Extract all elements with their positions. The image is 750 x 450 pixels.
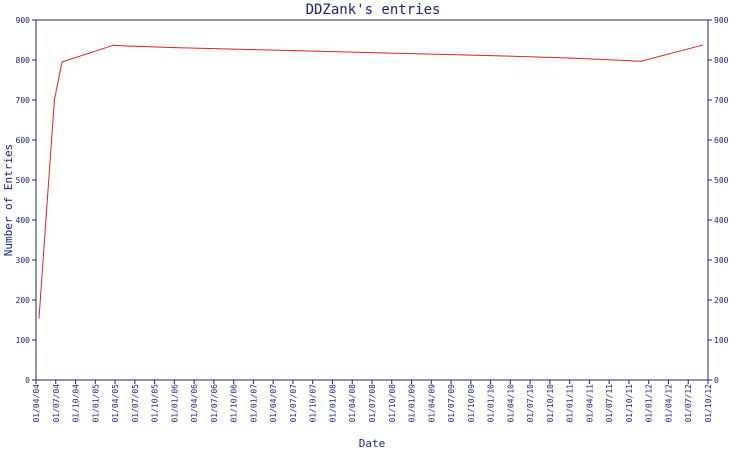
x-tick-label: 01/10/09 bbox=[467, 384, 476, 423]
x-tick-label: 01/07/12 bbox=[684, 384, 693, 423]
x-tick-label: 01/07/05 bbox=[131, 384, 140, 423]
data-point bbox=[331, 51, 334, 53]
y-tick-label-right: 200 bbox=[714, 296, 729, 305]
x-tick-label: 01/10/05 bbox=[151, 384, 160, 423]
x-tick-label: 01/10/08 bbox=[388, 384, 397, 423]
y-tick-label-right: 700 bbox=[714, 96, 729, 105]
plot-frame bbox=[35, 19, 709, 381]
data-point bbox=[173, 47, 176, 49]
x-tick-label: 01/01/09 bbox=[408, 384, 417, 423]
y-axis-label: Number of Entries bbox=[2, 144, 15, 257]
y-tick-label-left: 300 bbox=[16, 256, 31, 265]
x-tick-label: 01/07/06 bbox=[210, 384, 219, 423]
x-tick-label: 01/04/05 bbox=[111, 384, 120, 423]
y-tick-label-left: 200 bbox=[16, 296, 31, 305]
chart-title: DDZank's entries bbox=[306, 2, 441, 18]
series bbox=[38, 44, 703, 319]
y-tick-label-right: 500 bbox=[714, 176, 729, 185]
x-tick-label: 01/01/05 bbox=[91, 384, 100, 423]
data-point bbox=[61, 61, 63, 63]
data-point bbox=[112, 44, 115, 46]
x-tick-label: 01/01/07 bbox=[249, 384, 258, 423]
x-tick-label: 01/07/04 bbox=[52, 384, 61, 423]
x-tick-label: 01/07/07 bbox=[289, 384, 298, 423]
y-tick-label-right: 100 bbox=[714, 336, 729, 345]
data-point bbox=[53, 99, 55, 101]
x-tick-label: 01/01/06 bbox=[170, 384, 179, 423]
y-tick-label-left: 700 bbox=[16, 96, 31, 105]
data-point bbox=[38, 317, 40, 319]
x-tick-label: 01/04/07 bbox=[269, 384, 278, 423]
y-tick-label-left: 500 bbox=[16, 176, 31, 185]
x-tick-label: 01/04/04 bbox=[32, 384, 41, 423]
y-tick-label-left: 800 bbox=[16, 56, 31, 65]
x-tick-label: 01/01/11 bbox=[566, 384, 575, 423]
y-tick-label-right: 900 bbox=[714, 16, 729, 25]
x-tick-label: 01/10/06 bbox=[230, 384, 239, 423]
x-tick-label: 01/07/08 bbox=[368, 384, 377, 423]
x-tick-label: 01/10/11 bbox=[625, 384, 634, 423]
x-tick-label: 01/10/07 bbox=[309, 384, 318, 423]
x-tick-label: 01/04/08 bbox=[348, 384, 357, 423]
x-tick-label: 01/10/04 bbox=[72, 384, 81, 423]
y-tick-label-right: 800 bbox=[714, 56, 729, 65]
series-line bbox=[38, 44, 703, 319]
y-tick-label-left: 900 bbox=[16, 16, 31, 25]
x-tick-label: 01/01/12 bbox=[645, 384, 654, 423]
data-point bbox=[701, 44, 703, 46]
data-point bbox=[640, 60, 642, 62]
x-tick-label: 01/10/12 bbox=[704, 384, 713, 423]
x-tick-label: 01/04/09 bbox=[427, 384, 436, 423]
y-tick-label-right: 0 bbox=[714, 376, 719, 385]
y-tick-label-left: 600 bbox=[16, 136, 31, 145]
x-tick-label: 01/01/10 bbox=[487, 384, 496, 423]
data-point bbox=[411, 53, 413, 55]
y-tick-label-left: 400 bbox=[16, 216, 31, 225]
y-tick-label-right: 300 bbox=[714, 256, 729, 265]
x-tick-label: 01/07/10 bbox=[526, 384, 535, 423]
data-point bbox=[127, 45, 129, 47]
x-tick-label: 01/01/08 bbox=[328, 384, 337, 423]
y-tick-label-right: 400 bbox=[714, 216, 729, 225]
x-tick-label: 01/07/11 bbox=[605, 384, 614, 423]
y-tick-label-left: 0 bbox=[25, 376, 30, 385]
x-tick-label: 01/04/10 bbox=[506, 384, 515, 423]
x-axis-label: Date bbox=[359, 437, 386, 450]
x-tick-label: 01/04/11 bbox=[585, 384, 594, 423]
data-point bbox=[569, 57, 571, 59]
x-axis-ticks: 01/04/04 01/07/04 01/10/04 01/01/05 01/04/05… bbox=[32, 380, 713, 423]
y-tick-label-right: 600 bbox=[714, 136, 729, 145]
data-point bbox=[490, 55, 492, 57]
x-tick-label: 01/04/06 bbox=[190, 384, 199, 423]
x-tick-label: 01/10/10 bbox=[546, 384, 555, 423]
y-tick-label-left: 100 bbox=[16, 336, 31, 345]
data-point bbox=[252, 49, 255, 51]
x-tick-label: 01/07/09 bbox=[447, 384, 456, 423]
x-tick-label: 01/04/12 bbox=[664, 384, 673, 423]
y-axis-ticks: 0 0 100 100 200 200 300 300 400 400 500 500 600 600 70… bbox=[16, 16, 729, 385]
